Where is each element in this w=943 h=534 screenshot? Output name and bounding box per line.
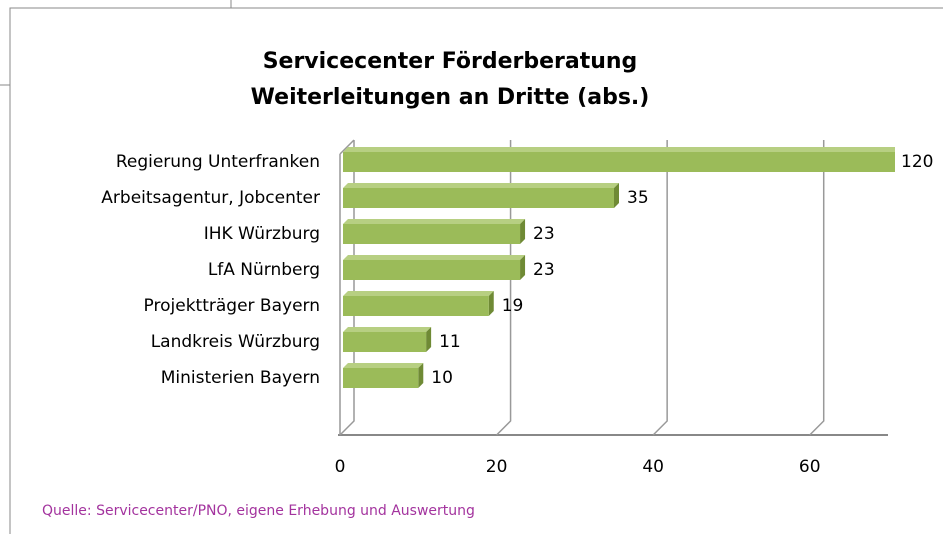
y-tick-label: IHK Würzburg <box>204 224 320 244</box>
data-label: 120 <box>901 152 933 172</box>
bar-top <box>343 291 494 296</box>
y-tick-label: Landkreis Würzburg <box>151 332 320 352</box>
bar <box>343 183 619 208</box>
data-label: 23 <box>533 224 555 244</box>
bar-top <box>343 255 526 260</box>
source-note: Quelle: Servicecenter/PNO, eigene Erhebu… <box>42 503 475 519</box>
data-label: 11 <box>439 332 461 352</box>
bar-top <box>343 327 432 332</box>
data-label: 10 <box>431 368 453 388</box>
back-wall-edge <box>339 139 355 435</box>
bar-top <box>343 147 895 152</box>
bar-side <box>614 183 619 208</box>
bar-top <box>343 363 424 368</box>
data-label: 23 <box>533 260 555 280</box>
y-tick-label: Regierung Unterfranken <box>116 152 320 172</box>
grid-line <box>652 140 668 436</box>
chart-title: Servicecenter Förderberatung <box>263 49 638 74</box>
y-tick-label: Projektträger Bayern <box>144 296 320 316</box>
x-tick-label: 0 <box>335 457 346 477</box>
bar-side <box>520 219 526 244</box>
bar-front <box>343 260 521 280</box>
x-tick-label: 60 <box>799 457 821 477</box>
bar-front <box>343 368 419 388</box>
bar-side <box>520 255 526 280</box>
bar-side <box>426 327 432 352</box>
plot-area <box>343 147 895 388</box>
bar-front <box>343 188 614 208</box>
bar-front <box>343 224 521 244</box>
bar-top <box>343 183 619 188</box>
bar <box>343 255 526 280</box>
y-tick-label: Arbeitsagentur, Jobcenter <box>101 188 320 208</box>
x-tick-label: 20 <box>486 457 508 477</box>
data-label: 35 <box>627 188 649 208</box>
y-tick-label: LfA Nürnberg <box>208 260 320 280</box>
bar-top <box>343 219 526 224</box>
x-tick-label: 40 <box>642 457 664 477</box>
data-label: 19 <box>502 296 524 316</box>
bar-side <box>488 291 494 316</box>
bar-front <box>343 332 427 352</box>
y-tick-label: Ministerien Bayern <box>161 368 320 388</box>
bar-side <box>418 363 424 388</box>
bar <box>343 219 526 244</box>
chart-subtitle: Weiterleitungen an Dritte (abs.) <box>251 85 650 110</box>
bar-front <box>343 296 489 316</box>
bar <box>343 363 424 388</box>
bar-front <box>343 152 895 172</box>
grid-line <box>809 140 825 436</box>
bar <box>343 327 432 352</box>
bar <box>343 147 895 172</box>
bar <box>343 291 494 316</box>
